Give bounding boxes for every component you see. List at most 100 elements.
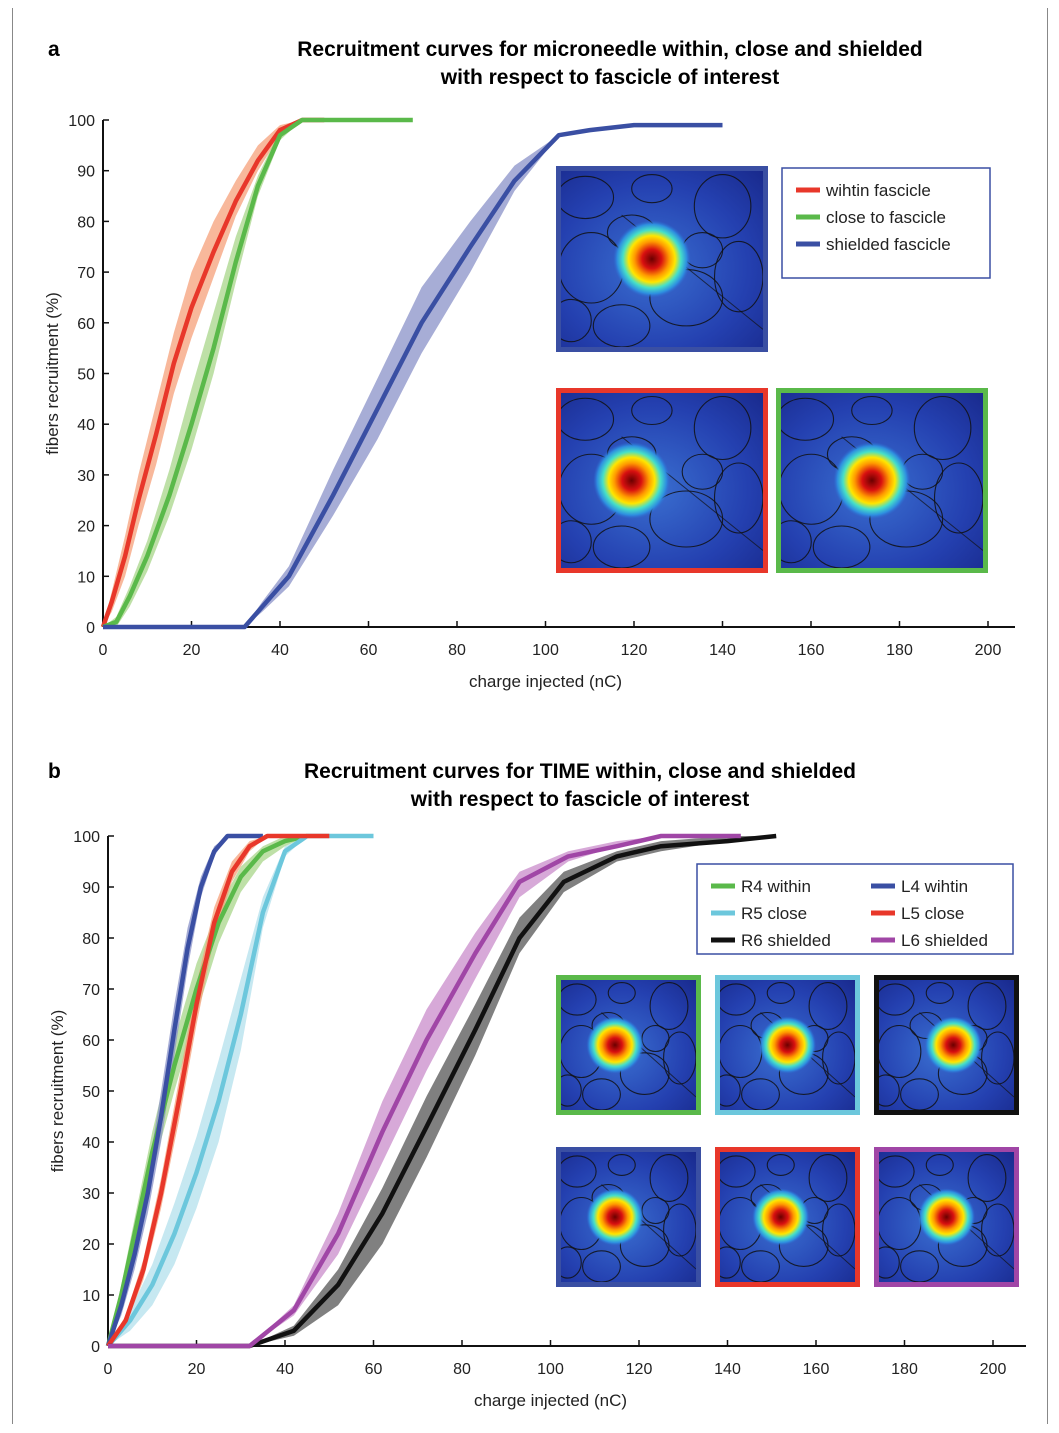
current-hotspot <box>924 1016 982 1074</box>
figure-frame <box>12 8 1048 1424</box>
series-line <box>103 122 723 630</box>
y-tick-label: 40 <box>77 417 95 434</box>
current-hotspot <box>586 1016 644 1074</box>
fascicle-outline <box>720 1246 741 1279</box>
series-line <box>100 117 325 628</box>
y-tick-label: 90 <box>77 164 95 181</box>
legend-label: shielded fascicle <box>826 235 951 254</box>
fascicle-outline <box>561 397 615 441</box>
series-line <box>105 833 263 1347</box>
fascicle-outline <box>822 1031 855 1085</box>
x-tick-label: 0 <box>99 642 108 659</box>
legend-label: close to fascicle <box>826 208 946 227</box>
y-tick-label: 60 <box>77 316 95 333</box>
fascicle-outline <box>607 982 636 1004</box>
fascicle-outline <box>619 1224 670 1267</box>
inset-b-5 <box>715 1147 860 1287</box>
fascicle-outline <box>925 1154 954 1176</box>
y-tick-label: 40 <box>82 1135 100 1152</box>
legend-label: R6 shielded <box>741 931 831 950</box>
y-tick-label: 100 <box>73 829 100 846</box>
fascicle-outline <box>663 1203 696 1257</box>
fascicle-outline <box>720 1074 741 1107</box>
chart-title-line: with respect to fascicle of interest <box>440 66 779 89</box>
current-hotspot <box>917 1188 976 1246</box>
y-tick-label: 0 <box>86 620 95 637</box>
chart-title-line: Recruitment curves for microneedle withi… <box>297 38 923 61</box>
current-hotspot <box>613 220 691 298</box>
fascicle-outline <box>592 525 651 568</box>
fascicle-outline <box>713 462 763 534</box>
fascicle-outline <box>561 1074 582 1107</box>
y-tick-label: 20 <box>82 1237 100 1254</box>
fascicle-outline <box>649 1154 689 1202</box>
fascicle-outline <box>900 1250 939 1282</box>
x-tick-label: 60 <box>360 642 378 659</box>
y-tick-label: 30 <box>82 1186 100 1203</box>
current-hotspot <box>593 442 671 519</box>
fascicle-outline <box>766 982 795 1004</box>
fascicle-outline <box>631 395 673 426</box>
legend-box <box>696 863 1014 955</box>
fascicle-outline <box>967 1154 1007 1202</box>
inset-b-6 <box>874 1147 1019 1287</box>
x-tick-label: 20 <box>183 642 201 659</box>
x-axis-label: charge injected (nC) <box>469 672 622 691</box>
fascicle-outline <box>808 982 848 1030</box>
fascicle-outline <box>649 490 724 548</box>
fascicle-outline <box>582 1250 621 1282</box>
x-tick-label: 0 <box>104 1361 113 1378</box>
legend-label: wihtin fascicle <box>825 181 931 200</box>
fascicle-outline <box>713 240 763 313</box>
fascicle-outline <box>561 983 597 1016</box>
legend-label: L6 shielded <box>901 931 988 950</box>
inset-b-4 <box>556 1147 701 1287</box>
fascicle-outline <box>879 1246 900 1279</box>
y-tick-label: 0 <box>91 1339 100 1356</box>
x-tick-label: 160 <box>803 1361 830 1378</box>
panel-letter: b <box>48 760 61 783</box>
x-tick-label: 20 <box>188 1361 206 1378</box>
legend-box <box>781 167 991 279</box>
current-hotspot <box>833 442 911 519</box>
inset-b-1 <box>556 975 701 1115</box>
y-tick-label: 100 <box>68 113 95 130</box>
x-tick-label: 180 <box>886 642 913 659</box>
fascicle-outline <box>649 982 689 1030</box>
fascicle-outline <box>781 397 835 441</box>
inset-a-1 <box>556 166 768 352</box>
fascicle-outline <box>879 1074 900 1107</box>
fascicle-outline <box>879 1155 915 1188</box>
current-hotspot <box>586 1188 644 1246</box>
y-tick-label: 10 <box>82 1288 100 1305</box>
inset-b-3 <box>874 975 1019 1115</box>
fascicle-outline <box>607 1154 636 1176</box>
fascicle-outline <box>925 982 954 1004</box>
y-tick-label: 10 <box>77 569 95 586</box>
fascicle-outline <box>561 175 615 220</box>
x-tick-label: 160 <box>798 642 825 659</box>
fascicle-outline <box>967 982 1007 1030</box>
fascicle-outline <box>619 1052 670 1095</box>
fascicle-outline <box>561 1155 597 1188</box>
current-hotspot <box>758 1016 817 1074</box>
chart-title-line: Recruitment curves for TIME within, clos… <box>304 760 856 783</box>
legend-label: L5 close <box>901 904 964 923</box>
fascicle-outline <box>720 1155 756 1188</box>
x-axis-label: charge injected (nC) <box>474 1391 627 1410</box>
legend-label: L4 wihtin <box>901 877 968 896</box>
x-tick-label: 120 <box>626 1361 653 1378</box>
y-tick-label: 80 <box>82 931 100 948</box>
y-tick-label: 90 <box>82 880 100 897</box>
series-line <box>106 833 374 1348</box>
y-tick-label: 60 <box>82 1033 100 1050</box>
fascicle-outline <box>766 1154 795 1176</box>
series-line <box>102 117 413 630</box>
fascicle-outline <box>808 1154 848 1202</box>
fascicle-outline <box>933 462 983 534</box>
y-tick-label: 50 <box>77 367 95 384</box>
legend: R4 within L4 wihtin R5 close L5 close R6 shi… <box>696 863 1014 955</box>
y-tick-label: 70 <box>77 265 95 282</box>
y-tick-label: 20 <box>77 519 95 536</box>
fascicle-outline <box>981 1203 1014 1257</box>
